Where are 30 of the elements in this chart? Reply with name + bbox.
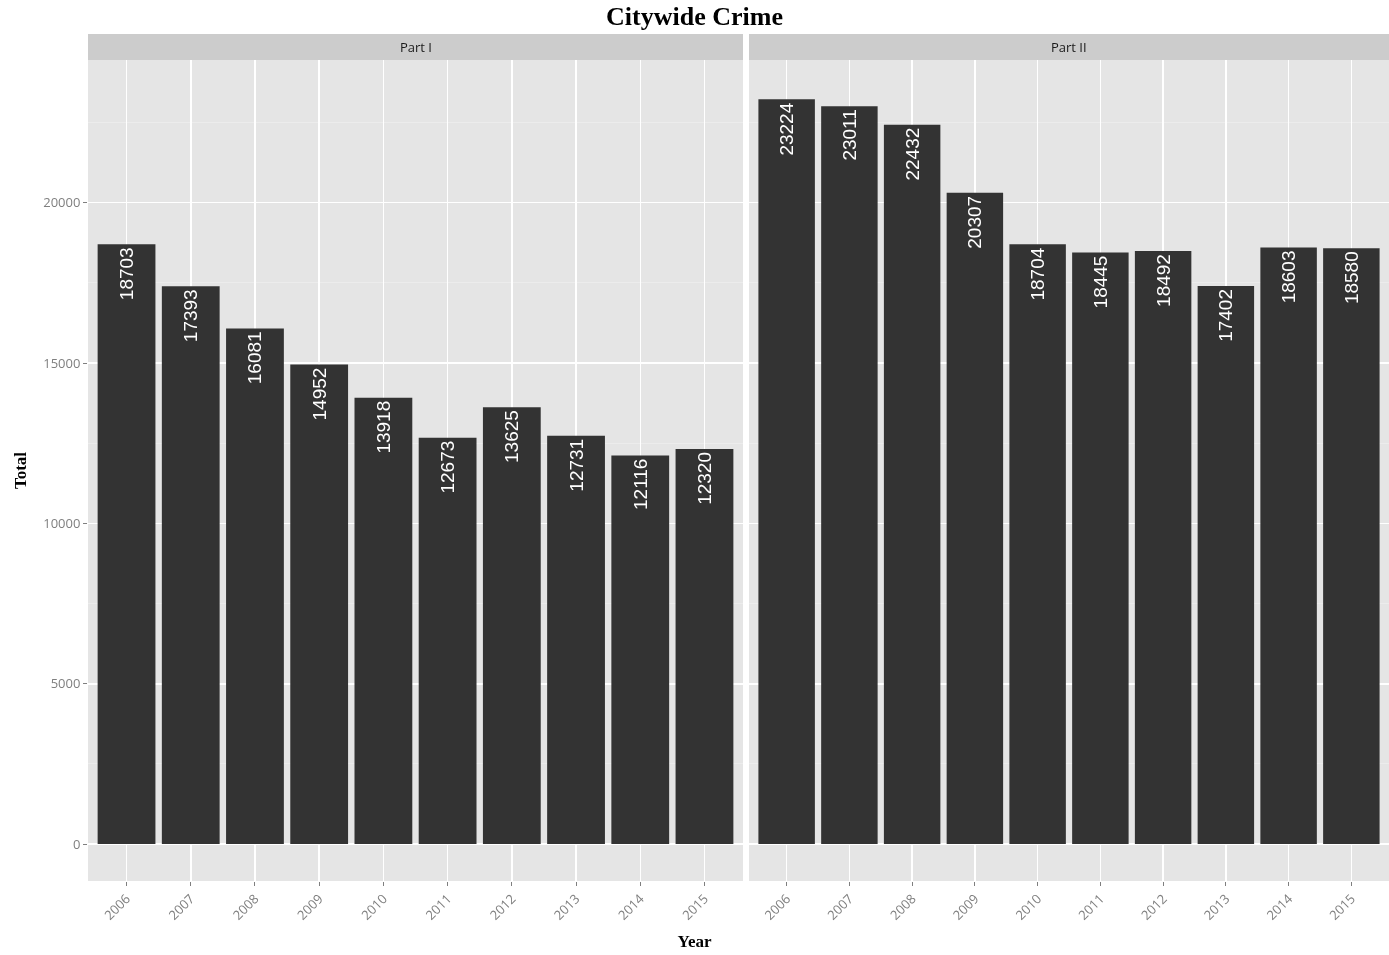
- data-label: 23224: [776, 102, 798, 156]
- data-label: 23011: [838, 109, 860, 161]
- data-label: 12116: [629, 458, 651, 510]
- data-label: 12320: [693, 452, 715, 505]
- y-tick-label: 15000: [43, 353, 81, 372]
- data-label: 18445: [1089, 255, 1111, 309]
- data-label: 18603: [1278, 250, 1300, 304]
- data-label: 18580: [1340, 251, 1362, 305]
- y-tick-label: 0: [72, 834, 81, 853]
- y-tick-label: 10000: [43, 513, 81, 532]
- data-label: 17402: [1215, 289, 1237, 342]
- data-label: 22432: [901, 127, 923, 181]
- data-label: 20307: [964, 195, 986, 249]
- data-label: 13625: [501, 410, 523, 463]
- chart-title: Part II: [1051, 38, 1087, 56]
- y-tick-label: 20000: [43, 193, 81, 212]
- data-label: 18703: [116, 247, 138, 301]
- data-label: 18492: [1152, 254, 1174, 307]
- y-tick-label: 5000: [50, 674, 81, 693]
- data-label: 12731: [565, 438, 587, 492]
- chart-title: Part I: [400, 38, 432, 56]
- data-label: 12673: [437, 440, 459, 494]
- x-axis-title: Year: [676, 932, 713, 952]
- data-label: 14952: [308, 367, 330, 421]
- data-label: 17393: [180, 289, 202, 343]
- data-label: 18704: [1027, 247, 1049, 301]
- y-axis-title: Total: [10, 451, 30, 490]
- data-label: 13918: [372, 400, 394, 454]
- data-label: 16081: [244, 331, 266, 385]
- text: Citywide Crime: [605, 2, 784, 32]
